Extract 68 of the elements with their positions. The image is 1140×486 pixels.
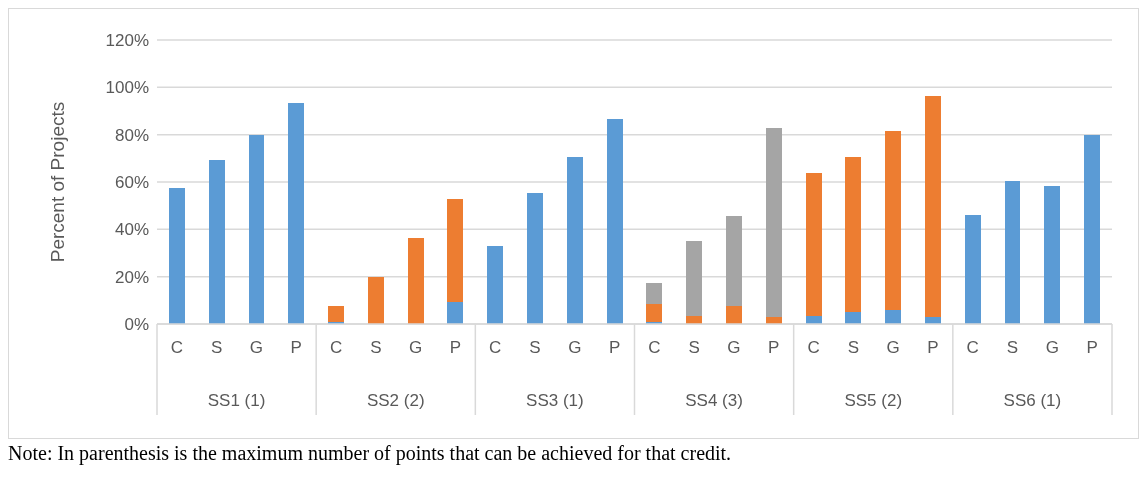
bar bbox=[248, 134, 265, 324]
bar bbox=[845, 312, 862, 324]
x-tick-label: S bbox=[529, 338, 541, 357]
x-tick-label: S bbox=[211, 338, 223, 357]
text: SS4 (3) bbox=[685, 391, 743, 410]
bar bbox=[646, 282, 663, 304]
bar bbox=[726, 306, 742, 324]
bar bbox=[964, 215, 981, 324]
x-tick-label: P bbox=[290, 338, 302, 357]
x-tick-label: C bbox=[170, 338, 184, 357]
bar bbox=[646, 303, 663, 322]
bar bbox=[1044, 185, 1061, 324]
text: SS1 (1) bbox=[207, 391, 266, 410]
x-tick-label: G bbox=[409, 338, 423, 357]
y-tick-label: 0% bbox=[124, 314, 149, 334]
x-tick-label: C bbox=[966, 338, 979, 357]
x-tick-label: S bbox=[1006, 338, 1019, 357]
x-tick-label: P bbox=[927, 338, 939, 357]
x-tick-label: C bbox=[807, 338, 820, 357]
bar bbox=[1084, 134, 1101, 324]
bar bbox=[765, 127, 782, 317]
bar bbox=[924, 95, 941, 317]
y-tick-label: 120% bbox=[105, 30, 149, 50]
x-tick-label: G bbox=[1045, 338, 1059, 357]
bar bbox=[885, 309, 902, 324]
bar bbox=[447, 198, 464, 302]
bar bbox=[288, 102, 305, 324]
y-tick-label: 20% bbox=[114, 267, 149, 287]
bar bbox=[407, 237, 424, 324]
bar bbox=[805, 172, 822, 316]
y-tick-label: 40% bbox=[114, 220, 149, 240]
text: SS6 (1) bbox=[1003, 391, 1062, 410]
x-tick-label: C bbox=[489, 338, 502, 357]
y-tick-label: 100% bbox=[105, 78, 149, 98]
bar bbox=[447, 301, 464, 324]
bar bbox=[885, 131, 902, 310]
bar bbox=[168, 187, 185, 324]
bar bbox=[686, 241, 703, 316]
y-tick-label: 60% bbox=[114, 172, 149, 192]
bar bbox=[845, 157, 862, 313]
y-tick-label: 80% bbox=[114, 125, 149, 145]
bar bbox=[527, 192, 543, 324]
x-tick-label: P bbox=[1086, 338, 1098, 357]
bar bbox=[208, 159, 225, 324]
x-tick-label: S bbox=[688, 338, 700, 357]
bar bbox=[566, 157, 583, 324]
x-tick-label: S bbox=[370, 338, 382, 357]
bar bbox=[726, 216, 742, 307]
x-tick-label: G bbox=[249, 338, 264, 357]
bar bbox=[1004, 180, 1021, 324]
y-axis-title: Percent of Projects bbox=[47, 101, 68, 263]
text: Note: In parenthesis is the maximum number of points that can be achieved for that credit. bbox=[8, 442, 732, 465]
x-tick-label: G bbox=[568, 338, 582, 357]
text: SS2 (2) bbox=[366, 391, 425, 410]
x-tick-label: P bbox=[449, 338, 462, 357]
bar bbox=[606, 119, 623, 324]
x-tick-label: G bbox=[727, 338, 741, 357]
x-tick-label: C bbox=[329, 338, 343, 357]
bar bbox=[328, 306, 345, 322]
bar bbox=[487, 245, 504, 324]
x-tick-label: S bbox=[847, 338, 860, 357]
x-tick-label: G bbox=[886, 338, 900, 357]
x-tick-label: P bbox=[768, 338, 780, 357]
text: SS3 (1) bbox=[526, 391, 584, 410]
x-tick-label: C bbox=[648, 338, 661, 357]
x-tick-label: P bbox=[608, 338, 621, 357]
text: SS5 (2) bbox=[844, 391, 903, 410]
bar bbox=[367, 276, 384, 324]
